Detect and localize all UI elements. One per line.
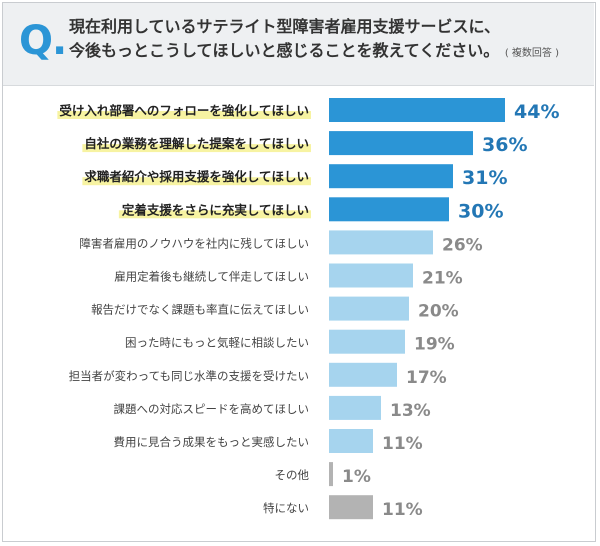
category-label: 費用に見合う成果をもっと実感したい <box>114 435 310 449</box>
category-label: 雇用定着後も継続して伴走してほしい <box>114 270 309 284</box>
value-label: 20% <box>418 302 459 322</box>
label-highlight <box>82 177 311 186</box>
category-label: 課題への対応スピードを高めてほしい <box>114 402 310 416</box>
bar <box>329 296 409 321</box>
label-highlight <box>57 111 311 119</box>
bar <box>329 429 373 453</box>
category-label: 困った時にもっと気軽に相談したい <box>125 336 309 350</box>
bar <box>329 164 453 189</box>
question-text: 現在利用しているサテライト型障害者雇用支援サービスに、 今後もっとこうしてほしい… <box>69 15 589 66</box>
category-label: 障害者雇用のノウハウを社内に残してほしい <box>79 236 309 250</box>
bar <box>329 197 449 222</box>
bar <box>329 230 433 255</box>
value-label: 36% <box>482 134 527 156</box>
question-line-2-text: 今後もっとこうしてほしいと感じることを教えてください。 <box>69 41 500 60</box>
value-label: 30% <box>458 200 503 222</box>
value-label: 11% <box>382 500 423 520</box>
category-label: 報告だけでなく課題も率直に伝えてほしい <box>91 303 309 317</box>
bar <box>329 329 405 354</box>
value-label: 19% <box>414 335 455 355</box>
question-line-2: 今後もっとこうしてほしいと感じることを教えてください。 ( 複数回答 ) <box>69 39 589 66</box>
category-label: 特にない <box>263 501 309 515</box>
bar <box>329 98 505 122</box>
value-label: 26% <box>442 235 483 255</box>
value-label: 11% <box>382 434 423 454</box>
category-label: 担当者が変わっても同じ水準の支援を受けたい <box>69 369 309 383</box>
value-label: 1% <box>342 467 371 487</box>
bar <box>329 362 397 387</box>
bar <box>329 462 333 487</box>
value-label: 17% <box>406 368 447 388</box>
bar <box>329 131 473 156</box>
value-label: 31% <box>462 167 507 189</box>
question-marker: Q. <box>19 18 67 64</box>
question-note: ( 複数回答 ) <box>504 48 559 59</box>
question-line-1: 現在利用しているサテライト型障害者雇用支援サービスに、 <box>69 17 501 36</box>
label-highlight <box>82 144 311 153</box>
question-header: Q. 現在利用しているサテライト型障害者雇用支援サービスに、 今後もっとこうして… <box>3 3 594 86</box>
bar <box>329 495 373 520</box>
bar <box>329 395 381 420</box>
value-label: 44% <box>514 101 559 123</box>
bar <box>329 263 413 288</box>
value-label: 21% <box>422 269 463 289</box>
value-label: 13% <box>390 401 431 421</box>
category-label: 自社の業務を理解した提案をしてほしい <box>84 136 309 151</box>
label-highlight <box>118 210 311 219</box>
category-label: 定着支援をさらに充実してほしい <box>121 202 309 217</box>
chart-frame: Q. 現在利用しているサテライト型障害者雇用支援サービスに、 今後もっとこうして… <box>2 2 596 542</box>
category-label: 求職者紹介や採用支援を強化してほしい <box>84 169 309 184</box>
category-label: 受け入れ部署へのフォローを強化してほしい <box>59 103 309 118</box>
category-label: その他 <box>275 468 310 482</box>
